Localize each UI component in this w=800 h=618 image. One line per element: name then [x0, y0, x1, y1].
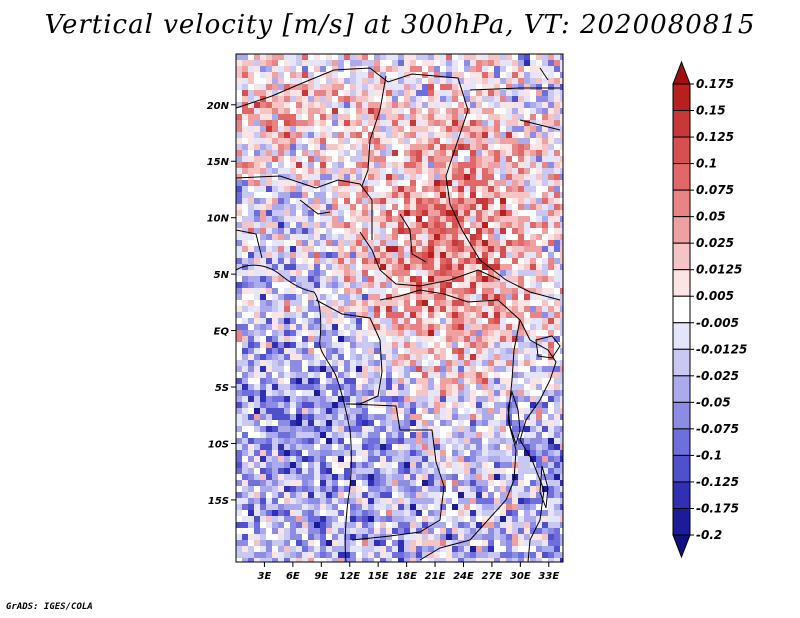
- lon-tick-label: 6E: [286, 571, 300, 582]
- colorbar-label: 0.005: [696, 289, 734, 303]
- colorbar-label: -0.2: [696, 528, 722, 542]
- lat-tick-label: 5S: [215, 383, 229, 394]
- colorbar-segment: [672, 454, 691, 483]
- colorbar-label: 0.125: [696, 130, 734, 144]
- lat-tick-label: 15S: [208, 496, 229, 507]
- border-east: [519, 319, 557, 562]
- country-borders: [236, 67, 561, 562]
- lon-tick-label: 24E: [453, 571, 474, 582]
- colorbar-label: -0.125: [696, 475, 739, 489]
- border-lakes: [236, 67, 561, 263]
- colorbar-segment: [672, 163, 691, 191]
- colorbar-segment: [672, 348, 691, 377]
- coastline: [236, 264, 352, 562]
- colorbar-segment: [672, 136, 691, 165]
- lon-tick-label: 30E: [510, 571, 531, 582]
- latitude-axis: 20N 15N 10N 5N EQ 5S 10S 15S: [207, 101, 236, 507]
- lake-victoria: [535, 335, 561, 359]
- colorbar-label: 0.0125: [696, 263, 742, 277]
- lat-tick-label: 10N: [207, 214, 230, 225]
- colorbar-bottom-arrow: [672, 534, 691, 559]
- lon-tick-label: 33E: [538, 571, 559, 582]
- colorbar-segment: [672, 401, 691, 430]
- colorbar-segment: [672, 269, 691, 297]
- colorbar-segment: [672, 428, 691, 456]
- colorbar-label: 0.175: [696, 77, 734, 91]
- border-car: [359, 231, 501, 287]
- colorbar: 0.175 0.15 0.125 0.1 0.075 0.05 0.025 0.0125 0.0…: [672, 60, 747, 559]
- colorbar-segment: [672, 481, 691, 509]
- colorbar-label: 0.025: [696, 236, 734, 250]
- colorbar-label: 0.075: [696, 183, 734, 197]
- lat-tick-label: 15N: [207, 157, 230, 168]
- lat-tick-label: 10S: [208, 439, 229, 450]
- border-west: [236, 175, 373, 240]
- colorbar-segment: [672, 295, 691, 324]
- velocity-field: [236, 54, 563, 562]
- colorbar-segment: [672, 110, 691, 138]
- grads-credit: GrADS: IGES/COLA: [6, 602, 93, 612]
- colorbar-label: -0.05: [696, 395, 731, 409]
- border-chad: [361, 75, 387, 187]
- plot-frame: [235, 53, 564, 563]
- colorbar-segment: [672, 322, 691, 350]
- border-sudan: [445, 175, 561, 301]
- border-sahara: [236, 67, 469, 177]
- colorbar-segment: [672, 242, 691, 271]
- lon-tick-label: 21E: [425, 571, 446, 582]
- longitude-axis: 3E 6E 9E 12E 15E 18E 21E 24E 27E 30E 33E: [258, 562, 559, 582]
- lon-tick-label: 9E: [314, 571, 328, 582]
- colorbar-segment: [672, 189, 691, 218]
- colorbar-label: -0.075: [696, 422, 739, 436]
- colorbar-segment: [672, 375, 691, 403]
- border-congo: [315, 299, 383, 405]
- lat-tick-label: 5N: [214, 270, 230, 281]
- border-drc: [379, 289, 521, 561]
- colorbar-label: -0.1: [696, 448, 722, 462]
- colorbar-label: -0.0125: [696, 342, 747, 356]
- lon-tick-label: 12E: [339, 571, 360, 582]
- lon-tick-label: 27E: [482, 571, 503, 582]
- lon-tick-label: 3E: [258, 571, 272, 582]
- colorbar-label: 0.1: [696, 157, 717, 171]
- lat-tick-label: EQ: [214, 327, 230, 338]
- colorbar-label: 0.15: [696, 104, 726, 118]
- map-figure: 20N 15N 10N 5N EQ 5S 10S 15S 3E 6E 9E 12E 15E 18E 21E…: [207, 53, 747, 582]
- map-title: Vertical velocity [m/s] at 300hPa, VT: 2…: [44, 10, 756, 40]
- colorbar-segment: [672, 507, 691, 536]
- colorbar-label: 0.05: [696, 210, 726, 224]
- colorbar-segment: [672, 216, 691, 244]
- lon-tick-label: 15E: [368, 571, 389, 582]
- colorbar-top-arrow: [672, 60, 691, 85]
- border-angola: [349, 403, 445, 541]
- lon-tick-label: 18E: [396, 571, 417, 582]
- colorbar-label: -0.005: [696, 316, 739, 330]
- lake-malawi: [539, 465, 549, 509]
- colorbar-label: -0.175: [696, 501, 739, 515]
- lake-tanganyika: [507, 390, 521, 446]
- colorbar-segment: [672, 83, 691, 112]
- colorbar-label: -0.025: [696, 369, 739, 383]
- lat-tick-label: 20N: [207, 101, 230, 112]
